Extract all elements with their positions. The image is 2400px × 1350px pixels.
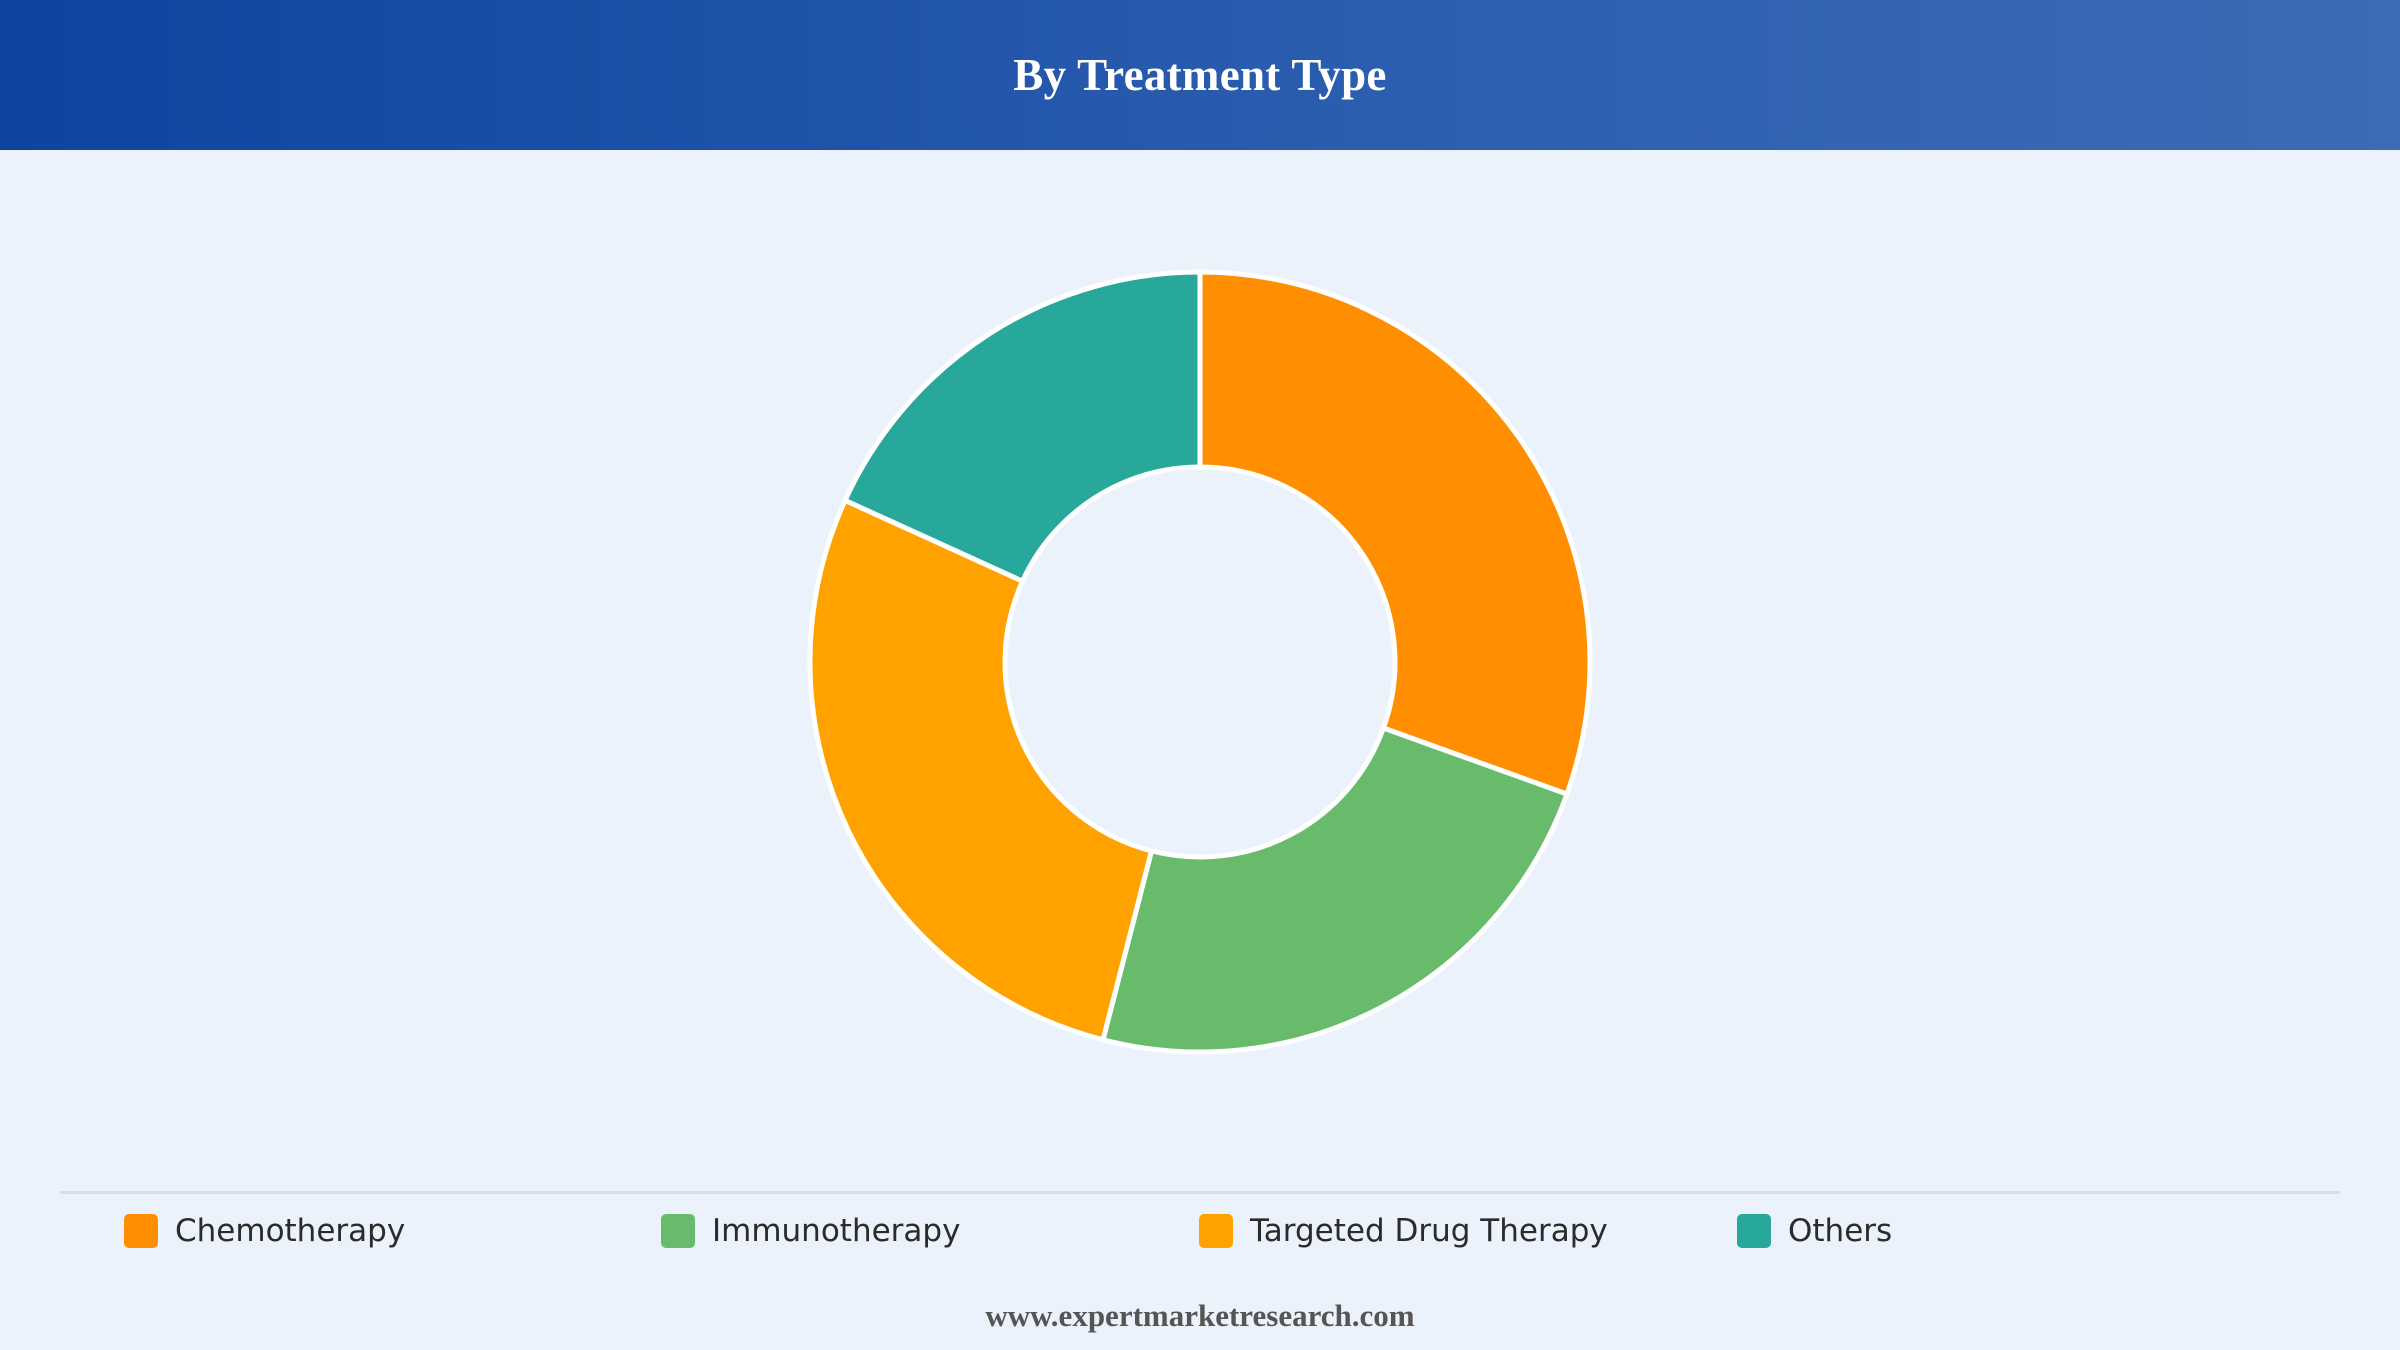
donut-slice-targeted-drug-therapy[interactable] <box>807 497 1155 1043</box>
legend-swatch-targeted-drug-therapy <box>1199 1214 1233 1248</box>
legend-item-others[interactable]: Others <box>1737 1209 1892 1253</box>
header-banner: By Treatment Type <box>0 0 2400 150</box>
legend-label-targeted-drug-therapy: Targeted Drug Therapy <box>1250 1213 1608 1249</box>
legend-item-targeted-drug-therapy[interactable]: Targeted Drug Therapy <box>1199 1209 1608 1253</box>
legend-label-others: Others <box>1788 1213 1893 1249</box>
page-title: By Treatment Type <box>1013 50 1387 100</box>
legend-divider <box>60 1191 2340 1194</box>
legend-swatch-others <box>1737 1214 1771 1248</box>
donut-slice-immunotherapy[interactable] <box>1100 725 1570 1055</box>
legend-swatch-immunotherapy <box>661 1214 695 1248</box>
legend-label-chemotherapy: Chemotherapy <box>175 1213 406 1249</box>
legend-item-immunotherapy[interactable]: Immunotherapy <box>661 1209 960 1253</box>
legend-swatch-chemotherapy <box>124 1214 158 1248</box>
donut-slice-others[interactable] <box>842 269 1203 584</box>
legend: Chemotherapy Immunotherapy Targeted Drug… <box>0 1209 2400 1253</box>
footer-url: www.expertmarketresearch.com <box>985 1298 1415 1333</box>
legend-label-immunotherapy: Immunotherapy <box>712 1213 961 1249</box>
donut-chart <box>807 269 1593 1055</box>
legend-item-chemotherapy[interactable]: Chemotherapy <box>124 1209 405 1253</box>
donut-slice-chemotherapy[interactable] <box>1197 269 1593 797</box>
chart-area <box>0 150 2400 1190</box>
